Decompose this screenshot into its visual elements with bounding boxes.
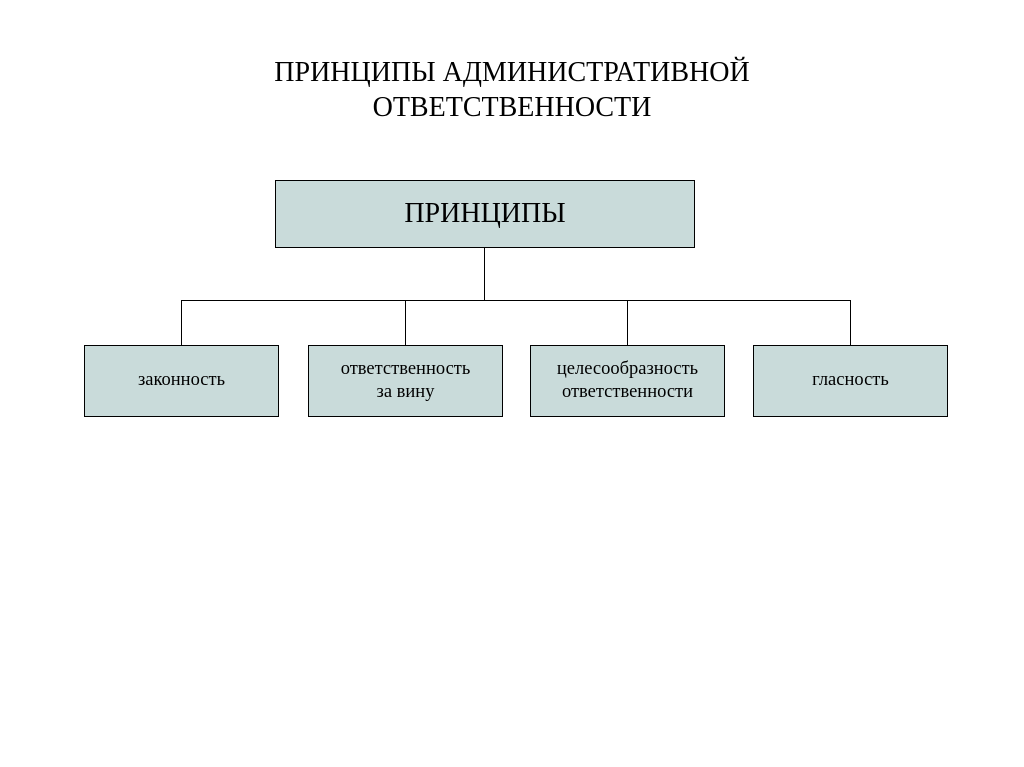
diagram-title: ПРИНЦИПЫ АДМИНИСТРАТИВНОЙ ОТВЕТСТВЕННОСТ… [0,55,1024,125]
root-node: ПРИНЦИПЫ [275,180,695,248]
child-node-2-label: целесообразностьответственности [557,358,698,404]
connector-drop-2 [627,300,628,345]
child-node-3-label: гласность [812,369,889,392]
child-node-1: ответственностьза вину [308,345,503,417]
connector-hbar [181,300,850,301]
child-node-3: гласность [753,345,948,417]
child-node-2: целесообразностьответственности [530,345,725,417]
title-line-2: ОТВЕТСТВЕННОСТИ [373,92,652,123]
root-node-label: ПРИНЦИПЫ [404,198,565,230]
connector-drop-0 [181,300,182,345]
title-line-1: ПРИНЦИПЫ АДМИНИСТРАТИВНОЙ [274,57,749,88]
connector-drop-1 [405,300,406,345]
connector-root-drop [484,248,485,300]
child-node-0-label: законность [138,369,225,392]
child-node-1-label: ответственностьза вину [341,358,471,404]
child-node-0: законность [84,345,279,417]
connector-drop-3 [850,300,851,345]
